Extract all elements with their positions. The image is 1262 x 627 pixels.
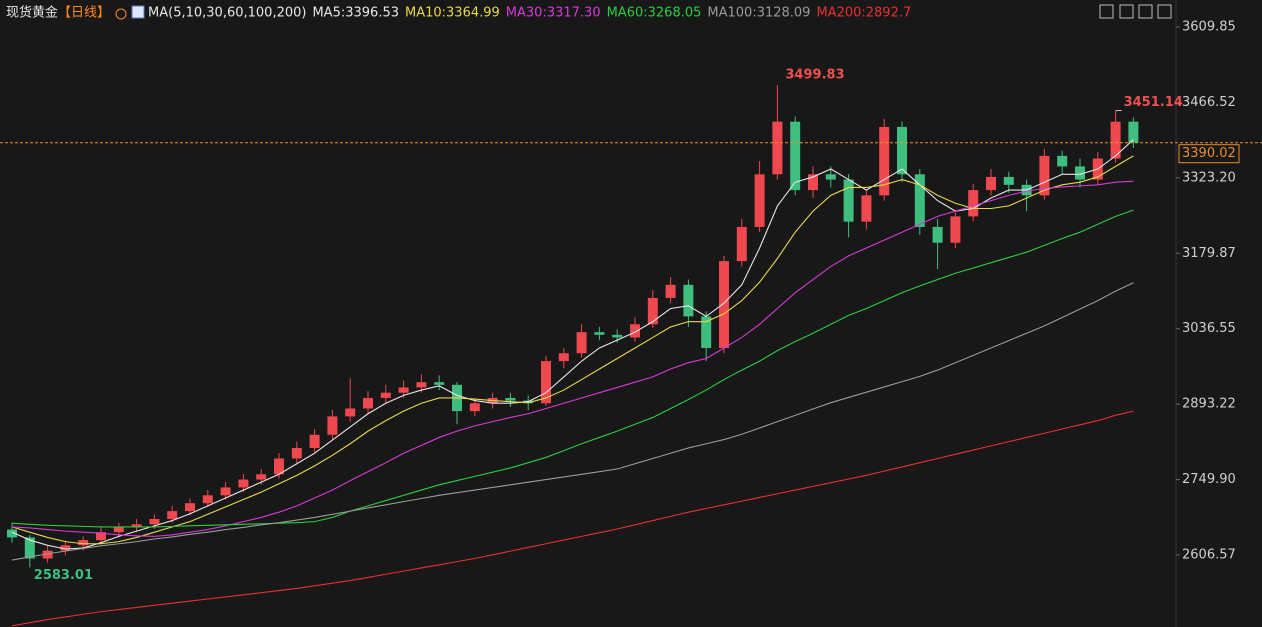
candle-body — [701, 316, 712, 348]
candle-body — [932, 226, 943, 243]
candle-body — [879, 126, 890, 196]
tool-button[interactable] — [1119, 4, 1134, 19]
candle-body — [113, 526, 124, 533]
candle-body — [202, 495, 213, 504]
candle-body — [220, 487, 231, 496]
header-text: MA(5,10,30,60,100,200) — [148, 6, 306, 21]
y-tick-label: 3466.52 — [1182, 95, 1236, 110]
y-tick-label: 3036.55 — [1182, 321, 1236, 336]
candle-body — [683, 284, 694, 317]
candle-body — [256, 474, 267, 480]
header-text: 【日线】 — [58, 6, 110, 21]
candle-body — [327, 416, 338, 435]
price-box — [1178, 144, 1240, 164]
header-text: MA30:3317.30 — [506, 6, 601, 21]
icon — [115, 8, 127, 20]
candle-body — [1128, 121, 1139, 143]
icon — [131, 5, 145, 19]
ma-line — [11, 282, 1134, 561]
header-text: MA200:2892.7 — [816, 6, 911, 21]
price-label: 3390.02 — [1182, 146, 1236, 161]
candle-body — [309, 434, 320, 448]
candle-body — [576, 332, 587, 354]
toolbar[interactable] — [1099, 4, 1172, 19]
candle-body — [416, 382, 427, 388]
candle-body — [60, 545, 71, 551]
y-tick-label: 2893.22 — [1182, 397, 1236, 412]
candle-body — [986, 176, 996, 191]
candle-body — [665, 284, 676, 298]
candle-body — [612, 334, 623, 338]
ma-line — [11, 155, 1134, 545]
header-text: MA60:3268.05 — [607, 6, 702, 21]
candle-body — [238, 479, 249, 488]
candle-body — [434, 382, 445, 385]
candle-body — [541, 361, 551, 404]
candle-body — [131, 524, 142, 527]
candle-body — [861, 195, 872, 222]
header-text: 现货黄金 — [6, 5, 58, 21]
candle-body — [1110, 121, 1121, 159]
candle-body — [736, 226, 747, 262]
candle-body — [7, 529, 17, 538]
recent-high-label: 3451.14 — [1124, 95, 1183, 110]
candle-body — [291, 447, 302, 459]
tool-button[interactable] — [1138, 4, 1153, 19]
candle-body — [1003, 176, 1014, 185]
ma-line — [11, 410, 1134, 627]
candle-body — [897, 126, 907, 175]
candle-body — [96, 532, 106, 541]
candle-body — [790, 121, 801, 191]
candle-body — [505, 397, 516, 401]
candle-body — [42, 550, 53, 559]
candle-body — [558, 353, 569, 362]
candle-body — [78, 540, 89, 546]
candle-body — [647, 297, 658, 325]
tool-button[interactable] — [1157, 4, 1172, 19]
candle-body — [1075, 166, 1085, 180]
candle-body — [345, 408, 356, 417]
y-tick-label: 2749.90 — [1182, 472, 1236, 487]
candle-body — [24, 537, 35, 559]
ma-line — [11, 180, 1134, 537]
candle-body — [167, 511, 178, 520]
candle-body — [825, 174, 836, 180]
candle-body — [630, 324, 640, 338]
candle-body — [1039, 155, 1050, 196]
candle-body — [719, 261, 729, 348]
candle-body — [772, 121, 783, 175]
candle-body — [469, 403, 480, 412]
candle-body — [808, 174, 818, 191]
high-label: 3499.83 — [785, 67, 844, 82]
candle-body — [274, 458, 284, 475]
candle-body — [843, 179, 854, 222]
ma-line — [11, 209, 1134, 528]
ma-line — [11, 139, 1134, 550]
y-tick-label: 3609.85 — [1182, 20, 1236, 35]
candle-body — [968, 190, 979, 217]
candle-body — [754, 174, 765, 227]
header-text: MA5:3396.53 — [312, 6, 399, 21]
candle-body — [914, 174, 925, 227]
header-text: MA10:3364.99 — [405, 6, 500, 21]
candle-body — [380, 392, 391, 398]
candle-body — [398, 387, 409, 393]
y-tick-label: 2606.57 — [1182, 548, 1236, 563]
candle-body — [950, 216, 961, 243]
y-tick-label: 3323.20 — [1182, 170, 1236, 185]
candle-body — [149, 519, 160, 525]
candle-body — [1057, 155, 1068, 167]
candle-body — [185, 503, 195, 512]
tool-button[interactable] — [1099, 4, 1114, 19]
y-tick-label: 3179.87 — [1182, 246, 1236, 261]
candle-body — [594, 332, 605, 335]
header-text: MA100:3128.09 — [707, 6, 810, 21]
low-label: 2583.01 — [34, 568, 93, 583]
candle-body — [363, 397, 373, 409]
